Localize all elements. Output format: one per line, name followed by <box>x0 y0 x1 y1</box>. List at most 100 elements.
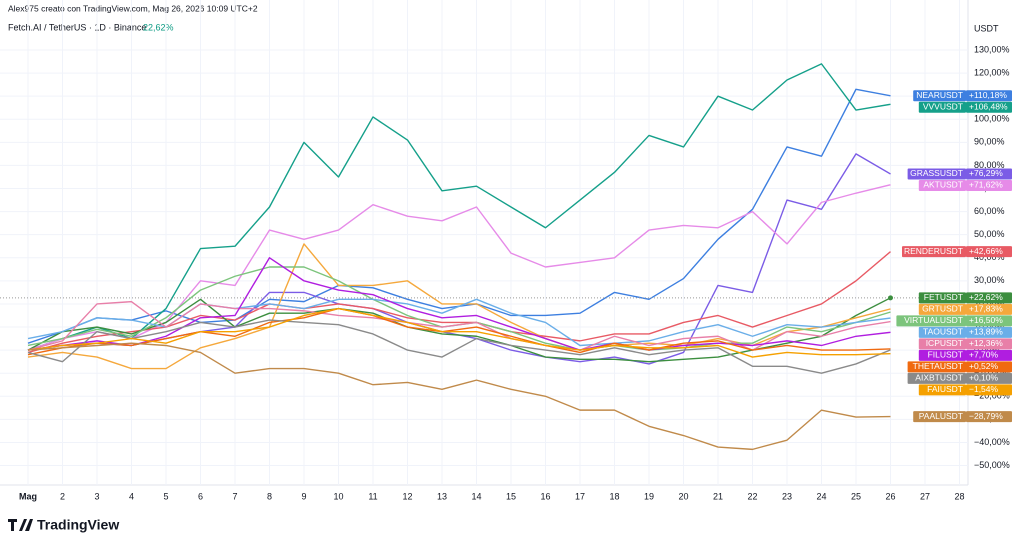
x-tick-label: Mag <box>19 491 37 501</box>
series-line <box>27 88 891 344</box>
y-tick-label: 10,00% <box>974 321 1005 331</box>
value-label: −1,54% <box>969 384 999 394</box>
y-tick-label: 40,00% <box>974 252 1005 262</box>
x-tick-label: 10 <box>333 491 343 501</box>
series-label: AIXBTUSDT +0,10% <box>907 372 1012 384</box>
series-line <box>27 266 891 351</box>
series-label: NEARUSDT +110,18% <box>913 90 1012 102</box>
x-tick-label: 21 <box>713 491 723 501</box>
y-tick-label: −50,00% <box>974 460 1010 470</box>
label-name-box <box>918 101 966 113</box>
value-label: +0,52% <box>969 361 999 371</box>
legend-name: VIRTUALUSDT <box>904 315 963 325</box>
label-name-box <box>907 372 966 384</box>
label-name-box <box>918 384 966 396</box>
label-name-box <box>896 315 966 327</box>
value-label: +13,89% <box>969 327 1003 337</box>
legend-name: RENDERUSDT <box>904 246 963 256</box>
series-label: ICPUSDT +12,36% <box>918 338 1012 350</box>
x-tick-label: 12 <box>402 491 412 501</box>
credit: Alex975 creato con TradingView.com, Mag … <box>8 3 258 13</box>
currency: USDT <box>974 23 999 33</box>
label-value-box <box>966 326 1012 338</box>
series-line <box>27 257 891 351</box>
legend-name: THETAUSDT <box>913 361 963 371</box>
x-tick-label: 22 <box>747 491 757 501</box>
label-value-box <box>966 101 1012 113</box>
label-name-box <box>907 361 966 373</box>
x-tick-label: 25 <box>851 491 861 501</box>
series-line <box>27 342 891 451</box>
x-tick-label: 5 <box>163 491 168 501</box>
x-tick-label: 3 <box>94 491 99 501</box>
y-tick-label: 130,00% <box>974 44 1010 54</box>
label-name-box <box>913 411 966 423</box>
legend-name: FAIUSDT <box>927 384 963 394</box>
label-name-box <box>907 168 966 180</box>
x-tick-label: 6 <box>198 491 203 501</box>
label-name-box <box>918 349 966 361</box>
series-label: AKTUSDT +71,62% <box>918 179 1012 191</box>
value-label: +106,48% <box>969 102 1008 112</box>
change: 22,62% <box>143 22 174 32</box>
value-label: +17,83% <box>969 304 1003 314</box>
series-label: PAALUSDT −28,79% <box>913 411 1012 423</box>
series-line <box>27 63 891 351</box>
legend-name: AIXBTUSDT <box>915 373 963 383</box>
series-line <box>27 243 891 370</box>
legend-name: GRTUSDT <box>922 304 963 314</box>
legend-name: ICPUSDT <box>926 338 963 348</box>
series-label: RENDERUSDT +42,66% <box>902 246 1012 258</box>
x-tick-label: 8 <box>267 491 272 501</box>
legend-name: GRASSUSDT <box>910 168 963 178</box>
series-line <box>27 307 891 358</box>
series-label: TAOUSDT +13,89% <box>918 326 1012 338</box>
series-line <box>27 153 891 365</box>
value-label: +71,62% <box>969 180 1003 190</box>
label-name-box <box>918 303 966 315</box>
series-label: GRTUSDT +17,83% <box>918 303 1012 315</box>
label-value-box <box>966 411 1012 423</box>
label-name-box <box>918 326 966 338</box>
y-tick-label: 90,00% <box>974 137 1005 147</box>
legend-name: TAOUSDT <box>923 327 963 337</box>
series-line <box>27 300 891 351</box>
y-tick-label: −40,00% <box>974 437 1010 447</box>
series-line <box>27 319 891 374</box>
legend-name: AKTUSDT <box>923 180 963 190</box>
label-value-box <box>966 246 1012 258</box>
label-value-box <box>966 315 1012 327</box>
x-tick-label: 9 <box>301 491 306 501</box>
series-line <box>27 184 891 351</box>
value-label: −28,79% <box>969 411 1003 421</box>
series-label: FETUSDT +22,62% <box>918 292 1012 304</box>
x-tick-label: 7 <box>232 491 237 501</box>
label-name-box <box>918 292 966 304</box>
value-label: +76,29% <box>969 168 1003 178</box>
label-value-box <box>966 338 1012 350</box>
label-value-box <box>966 179 1012 191</box>
y-tick-label: 100,00% <box>974 114 1010 124</box>
x-tick-label: 13 <box>437 491 447 501</box>
value-label: +12,36% <box>969 338 1003 348</box>
x-tick-label: 24 <box>816 491 826 501</box>
series-line <box>27 251 891 354</box>
series-line <box>27 307 891 356</box>
label-value-box <box>966 361 1012 373</box>
series-label: VVVUSDT +106,48% <box>918 101 1012 113</box>
legend-name: PAALUSDT <box>919 411 963 421</box>
value-label: +110,18% <box>969 90 1007 100</box>
x-tick-label: 26 <box>885 491 895 501</box>
x-tick-label: 20 <box>678 491 688 501</box>
value-label: +42,66% <box>969 246 1003 256</box>
value-label: +7,70% <box>969 350 999 360</box>
y-tick-label: 60,00% <box>974 206 1005 216</box>
last-point <box>888 295 893 301</box>
label-value-box <box>966 303 1012 315</box>
value-label: +0,10% <box>969 373 999 383</box>
y-tick-label: 0,00% <box>974 344 1000 354</box>
label-value-box <box>966 168 1012 180</box>
y-tick-label: 120,00% <box>974 67 1010 77</box>
label-value-box <box>966 384 1012 396</box>
label-name-box <box>918 338 966 350</box>
